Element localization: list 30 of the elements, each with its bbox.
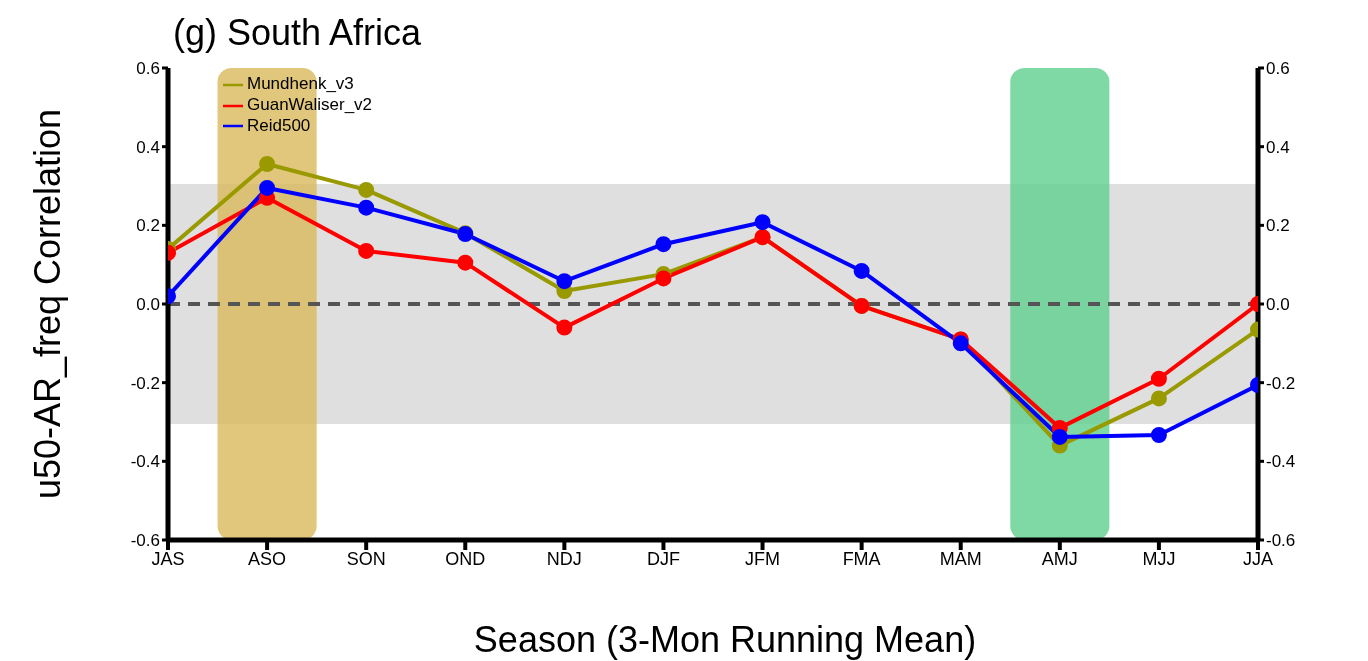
y-axis-title: u50-AR_freq Correlation xyxy=(27,108,69,500)
y2-tick-label: -0.2 xyxy=(1266,373,1296,393)
y2-tick-label: -0.4 xyxy=(1266,452,1296,472)
y-tick-label: -0.4 xyxy=(130,452,160,472)
x-axis-title: Season (3-Mon Running Mean) xyxy=(473,619,977,661)
y2-tick-label: 0.6 xyxy=(1266,59,1290,79)
y2-tick-label: 0.2 xyxy=(1266,216,1290,236)
y-tick-label: 0.2 xyxy=(136,216,160,236)
x-tick-label: AMJ xyxy=(1041,548,1078,569)
x-tick-label: NDJ xyxy=(546,548,582,569)
chart-title: (g) South Africa xyxy=(173,12,422,54)
x-tick-label: ASO xyxy=(248,548,287,569)
x-tick-label: SON xyxy=(346,548,386,569)
x-tick-label: DJF xyxy=(646,548,680,569)
x-tick-label: FMA xyxy=(842,548,881,569)
y2-tick-label: 0.4 xyxy=(1266,137,1290,157)
y-tick-label: 0.4 xyxy=(136,137,160,157)
y-tick-label: 0.0 xyxy=(136,295,160,315)
x-tick-label: JJA xyxy=(1242,548,1274,569)
x-tick-label: OND xyxy=(445,548,486,569)
legend-label: Reid500 xyxy=(247,115,311,135)
x-tick-label: JAS xyxy=(151,548,185,569)
y-tick-label: -0.6 xyxy=(130,531,160,551)
x-tick-label: MAM xyxy=(939,548,982,569)
x-tick-label: JFM xyxy=(745,548,781,569)
y-tick-label: -0.2 xyxy=(130,373,160,393)
y2-tick-label: -0.6 xyxy=(1266,531,1296,551)
y2-tick-label: 0.0 xyxy=(1266,295,1290,315)
y-tick-label: 0.6 xyxy=(136,59,160,79)
x-tick-label: MJJ xyxy=(1142,548,1176,569)
